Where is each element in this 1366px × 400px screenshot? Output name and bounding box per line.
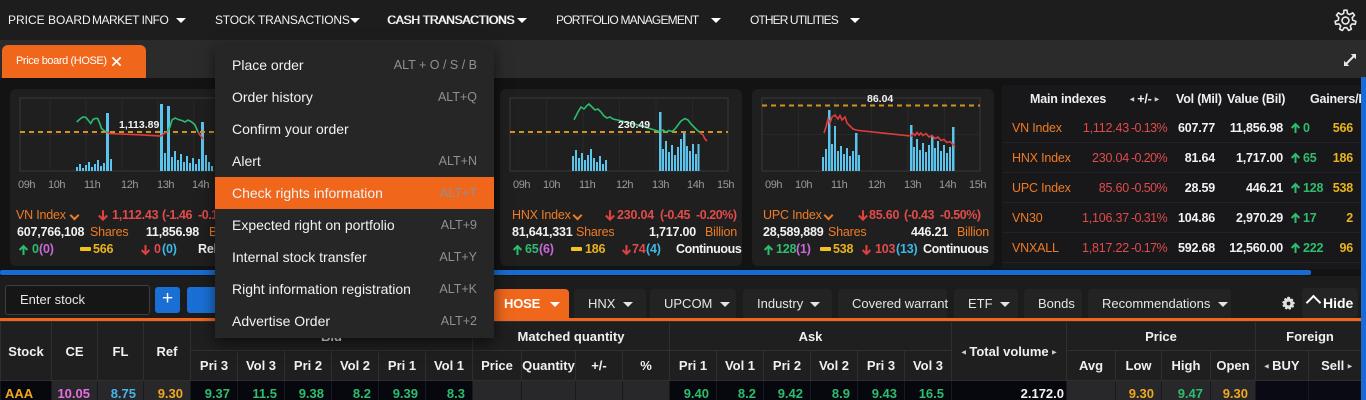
svg-text:1,113.89: 1,113.89 bbox=[119, 119, 159, 131]
svg-text:230.49: 230.49 bbox=[618, 119, 650, 131]
svg-text:86.04: 86.04 bbox=[867, 93, 893, 105]
